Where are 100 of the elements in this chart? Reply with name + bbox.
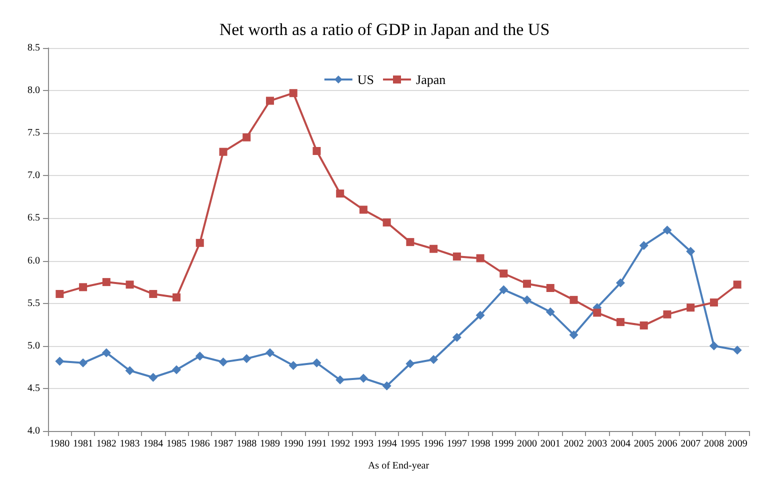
x-tick-label: 2006 bbox=[657, 438, 678, 450]
point bbox=[546, 307, 555, 316]
point bbox=[616, 278, 625, 288]
point bbox=[55, 356, 64, 366]
point bbox=[336, 190, 344, 198]
point bbox=[358, 374, 368, 383]
point bbox=[359, 206, 368, 214]
point bbox=[500, 270, 508, 278]
point bbox=[336, 375, 345, 384]
point bbox=[172, 365, 182, 374]
x-tick-label: 2000 bbox=[517, 438, 538, 450]
point bbox=[546, 284, 554, 292]
x-tick-label: 1989 bbox=[260, 438, 280, 450]
point bbox=[686, 304, 695, 312]
x-tick-label: 2005 bbox=[634, 438, 654, 450]
point bbox=[242, 354, 252, 364]
x-tick-label: 1987 bbox=[213, 438, 234, 450]
point bbox=[452, 252, 461, 261]
point bbox=[265, 348, 274, 358]
y-tick-label: 5.5 bbox=[28, 298, 40, 309]
x-tick-label: 2002 bbox=[564, 438, 584, 450]
x-tick-label: 2009 bbox=[727, 438, 748, 450]
point bbox=[429, 355, 438, 364]
point bbox=[522, 295, 532, 304]
point bbox=[196, 238, 204, 247]
x-tick-label: 1992 bbox=[330, 438, 350, 450]
x-tick-label: 2003 bbox=[587, 438, 608, 450]
x-tick-label: 2008 bbox=[704, 438, 724, 450]
y-tick-label: 4.5 bbox=[28, 382, 40, 394]
x-tick-label: 1994 bbox=[376, 438, 397, 450]
x-tick-label: 1997 bbox=[446, 438, 467, 450]
x-tick-label: 2004 bbox=[610, 438, 630, 450]
point bbox=[242, 133, 251, 142]
point bbox=[126, 280, 134, 289]
point bbox=[593, 308, 602, 317]
point bbox=[523, 280, 532, 288]
point bbox=[733, 280, 742, 289]
point bbox=[79, 283, 88, 292]
point bbox=[662, 226, 672, 235]
point bbox=[499, 285, 508, 294]
chart-title: Net worth as a ratio of GDP in Japan and the US bbox=[219, 20, 550, 39]
y-tick-label: 7.0 bbox=[28, 170, 40, 182]
x-tick-label: 1996 bbox=[424, 438, 444, 450]
x-tick-label: 1986 bbox=[190, 438, 210, 450]
x-tick-label: 1984 bbox=[143, 438, 164, 450]
point bbox=[640, 321, 648, 330]
x-tick-label: 1983 bbox=[120, 438, 140, 450]
point bbox=[195, 352, 204, 361]
x-tick-label: 1998 bbox=[470, 438, 490, 450]
y-tick-label: 6.0 bbox=[28, 255, 40, 266]
point bbox=[288, 360, 298, 370]
y-tick-label: 5.0 bbox=[28, 340, 40, 352]
y-tick-label: 8.5 bbox=[28, 42, 40, 54]
y-tick-label: 6.5 bbox=[28, 212, 40, 224]
point bbox=[709, 341, 718, 350]
y-tick-label: 8.0 bbox=[28, 85, 40, 96]
point bbox=[616, 318, 624, 326]
point bbox=[78, 358, 88, 368]
y-tick-label: 4.0 bbox=[28, 426, 40, 436]
point bbox=[382, 381, 392, 390]
x-tick-label: 1985 bbox=[166, 438, 187, 450]
point bbox=[569, 330, 578, 340]
x-tick-label: 1995 bbox=[400, 438, 420, 450]
point bbox=[686, 246, 696, 256]
legend-label: US bbox=[357, 72, 374, 87]
x-tick-label: 1999 bbox=[494, 438, 514, 450]
point bbox=[639, 240, 648, 250]
point bbox=[148, 372, 158, 382]
point bbox=[289, 89, 298, 98]
x-tick-label: 1990 bbox=[283, 438, 304, 450]
point bbox=[219, 148, 228, 156]
x-tick-label: 2007 bbox=[680, 438, 701, 450]
point bbox=[172, 293, 181, 302]
point bbox=[476, 254, 484, 262]
x-axis-title: As of End-year bbox=[368, 460, 430, 472]
point bbox=[312, 146, 321, 155]
point bbox=[406, 238, 414, 246]
point bbox=[218, 358, 228, 367]
y-tick-label: 7.5 bbox=[28, 128, 40, 139]
point bbox=[570, 296, 578, 304]
x-tick-label: 1982 bbox=[96, 438, 116, 450]
x-tick-label: 1988 bbox=[236, 438, 257, 450]
point bbox=[382, 218, 391, 226]
point bbox=[56, 290, 64, 298]
x-tick-label: 1993 bbox=[353, 438, 374, 450]
point bbox=[125, 366, 134, 376]
x-tick-label: 2001 bbox=[540, 438, 560, 450]
point bbox=[266, 96, 274, 105]
point bbox=[149, 290, 158, 298]
point bbox=[663, 310, 672, 318]
point bbox=[406, 359, 415, 368]
x-tick-label: 1981 bbox=[73, 438, 94, 450]
point bbox=[430, 244, 438, 253]
x-tick-label: 1991 bbox=[306, 438, 327, 450]
point bbox=[102, 348, 111, 358]
legend-label: Japan bbox=[416, 72, 446, 87]
point bbox=[102, 278, 110, 286]
x-tick-label: 1980 bbox=[50, 438, 70, 450]
point bbox=[476, 310, 485, 320]
point bbox=[452, 332, 462, 342]
